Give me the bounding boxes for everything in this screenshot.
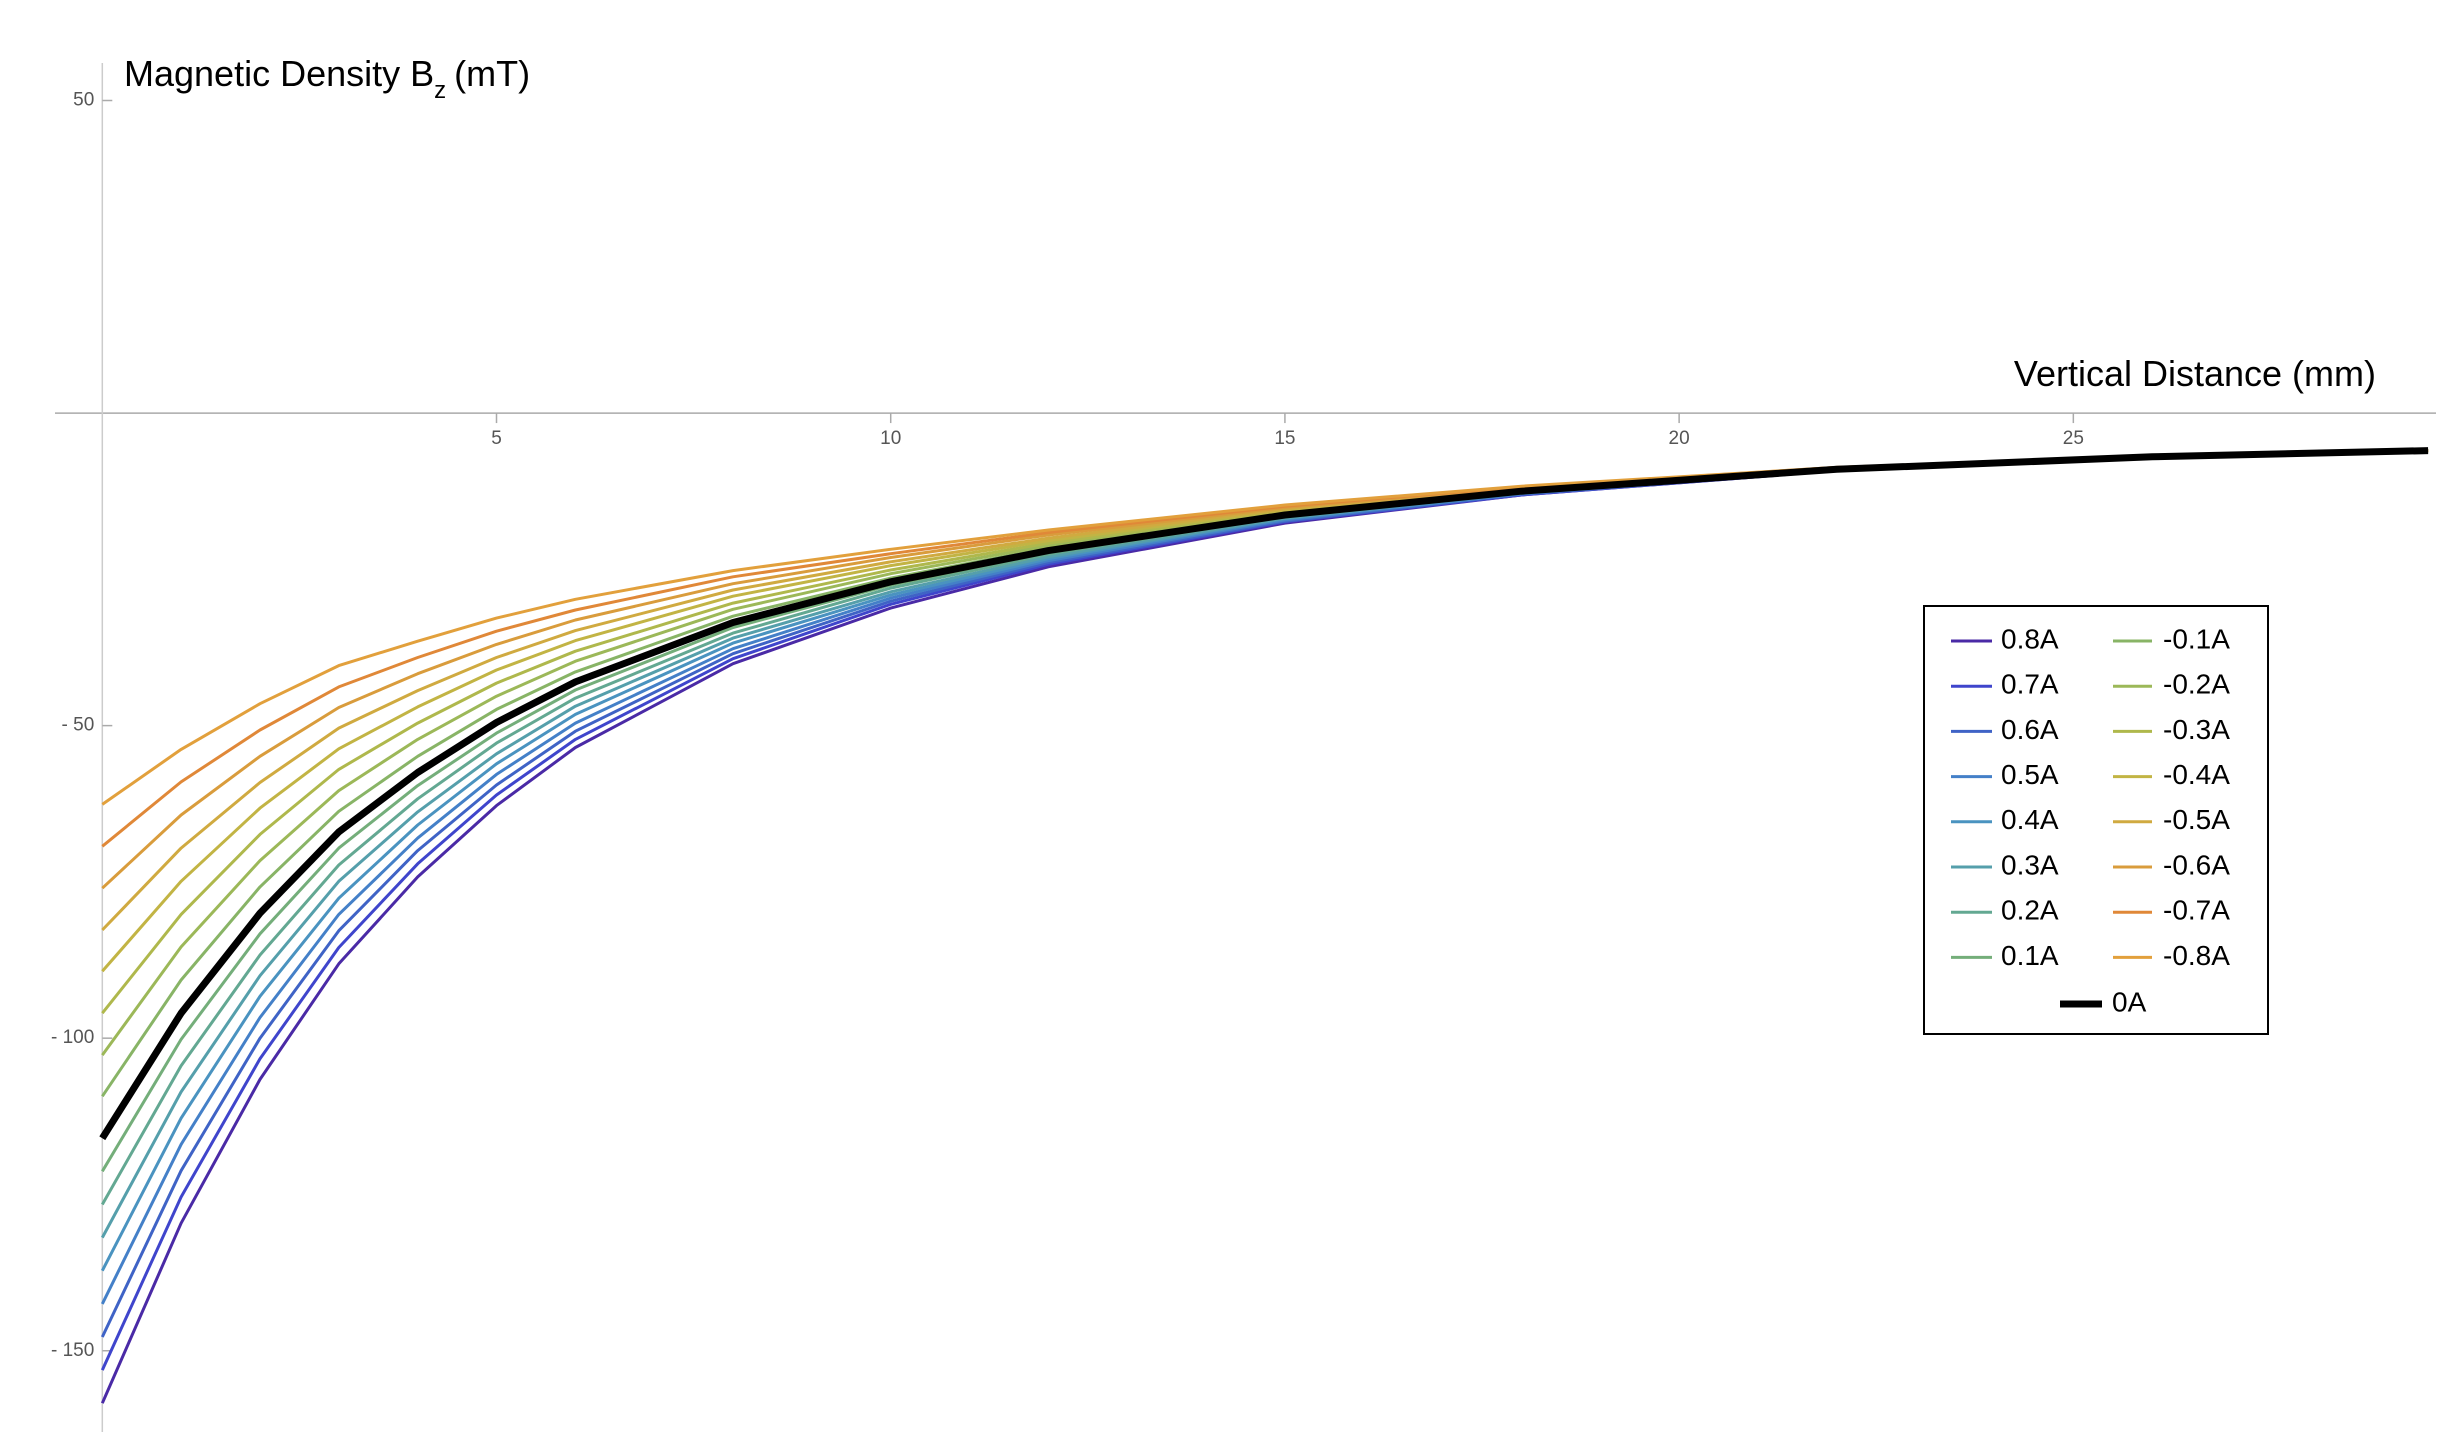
legend-label: -0.7A: [2163, 895, 2230, 926]
x-tick-label: 15: [1274, 428, 1295, 449]
y-label-unit: (mT): [454, 53, 530, 94]
series-line: [99, 447, 2429, 1141]
y-tick-label: - 100: [51, 1027, 94, 1048]
x-axis-label: Vertical Distance (mm): [2014, 353, 2376, 394]
y-axis-label: Magnetic Density Bz (mT): [124, 53, 530, 104]
y-label-main: Magnetic Density B: [124, 53, 434, 94]
y-label-sub: z: [434, 77, 446, 104]
legend-label: -0.1A: [2163, 623, 2230, 654]
legend-label: -0.8A: [2163, 940, 2230, 971]
y-tick-label: - 150: [51, 1340, 94, 1361]
legend-label: 0.6A: [2001, 714, 2059, 745]
legend-box: [1923, 605, 2269, 1035]
y-tick-label: 50: [73, 90, 94, 111]
legend-label: 0.1A: [2001, 940, 2059, 971]
legend-label: 0.7A: [2001, 669, 2059, 700]
legend-label: 0.8A: [2001, 623, 2059, 654]
legend-label: -0.3A: [2163, 714, 2230, 745]
legend-label: -0.5A: [2163, 804, 2230, 835]
legend-label: -0.2A: [2163, 669, 2230, 700]
y-tick-label: - 50: [62, 715, 95, 736]
legend-label: -0.4A: [2163, 759, 2230, 790]
x-tick-label: 10: [880, 428, 901, 449]
legend-label: -0.6A: [2163, 849, 2230, 880]
legend-label: 0.5A: [2001, 759, 2059, 790]
legend-label: 0.4A: [2001, 804, 2059, 835]
legend-label: 0.2A: [2001, 895, 2059, 926]
x-tick-label: 5: [491, 428, 502, 449]
legend-label: 0A: [2112, 986, 2147, 1017]
x-tick-label: 25: [2063, 428, 2084, 449]
legend-label: 0.3A: [2001, 849, 2059, 880]
x-tick-label: 20: [1669, 428, 1690, 449]
